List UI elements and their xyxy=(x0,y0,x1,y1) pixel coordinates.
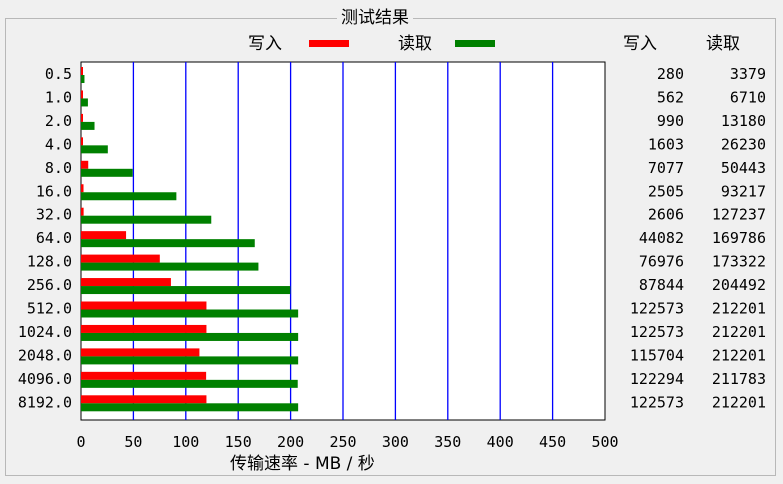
read-bar xyxy=(81,403,299,412)
write-bar xyxy=(81,184,84,193)
x-tick-label-350: 350 xyxy=(434,433,461,451)
write-value-cell: 280 xyxy=(657,65,684,83)
read-bar xyxy=(81,309,299,318)
write-bar xyxy=(81,395,207,404)
read-value-cell: 212201 xyxy=(712,323,766,341)
read-bar xyxy=(81,121,95,130)
read-value-cell: 6710 xyxy=(730,88,766,106)
read-bar xyxy=(81,239,255,248)
y-category-label: 8192.0 xyxy=(18,393,72,411)
read-value-cell: 3379 xyxy=(730,65,766,83)
x-tick-label-300: 300 xyxy=(382,433,409,451)
y-category-label: 2.0 xyxy=(45,112,72,130)
x-tick-label-50: 50 xyxy=(124,433,142,451)
read-bar xyxy=(81,145,108,154)
y-category-label: 128.0 xyxy=(27,253,72,271)
write-bar xyxy=(81,67,83,75)
y-category-label: 32.0 xyxy=(36,206,72,224)
y-category-label: 8.0 xyxy=(45,159,72,177)
write-bar xyxy=(81,254,160,263)
read-value-cell: 13180 xyxy=(721,112,766,130)
read-bar xyxy=(81,286,291,295)
y-category-label: 1024.0 xyxy=(18,323,72,341)
write-bar xyxy=(81,301,207,310)
read-bar xyxy=(81,192,177,201)
write-bar xyxy=(81,207,84,216)
x-tick-label-450: 450 xyxy=(539,433,566,451)
write-value-cell: 115704 xyxy=(630,346,684,364)
read-bar xyxy=(81,168,133,177)
write-value-cell: 122573 xyxy=(630,300,684,318)
read-value-cell: 93217 xyxy=(721,182,766,200)
read-bar xyxy=(81,75,85,83)
write-value-cell: 44082 xyxy=(639,229,684,247)
read-value-cell: 50443 xyxy=(721,159,766,177)
read-bar xyxy=(81,98,88,107)
write-value-cell: 1603 xyxy=(648,135,684,153)
read-value-cell: 169786 xyxy=(712,229,766,247)
write-bar xyxy=(81,137,83,146)
y-category-label: 2048.0 xyxy=(18,346,72,364)
write-bar xyxy=(81,113,83,122)
write-bar xyxy=(81,324,207,333)
legend-read-label: 读取 xyxy=(398,34,432,54)
read-value-cell: 212201 xyxy=(712,346,766,364)
legend-write-swatch xyxy=(309,40,349,47)
write-bar xyxy=(81,90,83,99)
y-category-label: 64.0 xyxy=(36,229,72,247)
x-axis-label: 传输速率 - MB / 秒 xyxy=(230,454,375,474)
write-column-header: 写入 xyxy=(623,34,657,54)
write-bar xyxy=(81,348,200,357)
write-value-cell: 122573 xyxy=(630,393,684,411)
write-bar xyxy=(81,278,171,287)
read-bar xyxy=(81,356,299,365)
write-value-cell: 562 xyxy=(657,88,684,106)
x-tick-label-0: 0 xyxy=(76,433,85,451)
read-value-cell: 212201 xyxy=(712,393,766,411)
group-title: 测试结果 xyxy=(337,6,413,30)
write-value-cell: 990 xyxy=(657,112,684,130)
x-tick-label-150: 150 xyxy=(225,433,252,451)
y-category-label: 256.0 xyxy=(27,276,72,294)
x-tick-label-500: 500 xyxy=(591,433,618,451)
write-value-cell: 7077 xyxy=(648,159,684,177)
y-category-label: 16.0 xyxy=(36,182,72,200)
read-bar xyxy=(81,332,299,341)
read-bar xyxy=(81,262,259,271)
write-value-cell: 122573 xyxy=(630,323,684,341)
read-value-cell: 212201 xyxy=(712,300,766,318)
read-bar xyxy=(81,379,298,388)
write-bar xyxy=(81,371,207,380)
x-tick-label-200: 200 xyxy=(277,433,304,451)
legend-read-swatch xyxy=(455,40,495,47)
legend-write-label: 写入 xyxy=(248,34,282,54)
y-category-label: 1.0 xyxy=(45,88,72,106)
read-value-cell: 204492 xyxy=(712,276,766,294)
write-value-cell: 122294 xyxy=(630,370,684,388)
x-tick-label-400: 400 xyxy=(487,433,514,451)
read-bar xyxy=(81,215,212,224)
read-value-cell: 173322 xyxy=(712,253,766,271)
x-tick-label-100: 100 xyxy=(172,433,199,451)
y-category-label: 4096.0 xyxy=(18,370,72,388)
read-value-cell: 127237 xyxy=(712,206,766,224)
read-value-cell: 26230 xyxy=(721,135,766,153)
y-category-label: 512.0 xyxy=(27,300,72,318)
write-value-cell: 87844 xyxy=(639,276,684,294)
write-bar xyxy=(81,231,127,240)
write-bar xyxy=(81,160,89,169)
read-column-header: 读取 xyxy=(706,34,740,54)
write-value-cell: 2606 xyxy=(648,206,684,224)
write-value-cell: 76976 xyxy=(639,253,684,271)
y-category-label: 0.5 xyxy=(45,65,72,83)
y-category-label: 4.0 xyxy=(45,135,72,153)
read-value-cell: 211783 xyxy=(712,370,766,388)
write-value-cell: 2505 xyxy=(648,182,684,200)
x-tick-label-250: 250 xyxy=(329,433,356,451)
